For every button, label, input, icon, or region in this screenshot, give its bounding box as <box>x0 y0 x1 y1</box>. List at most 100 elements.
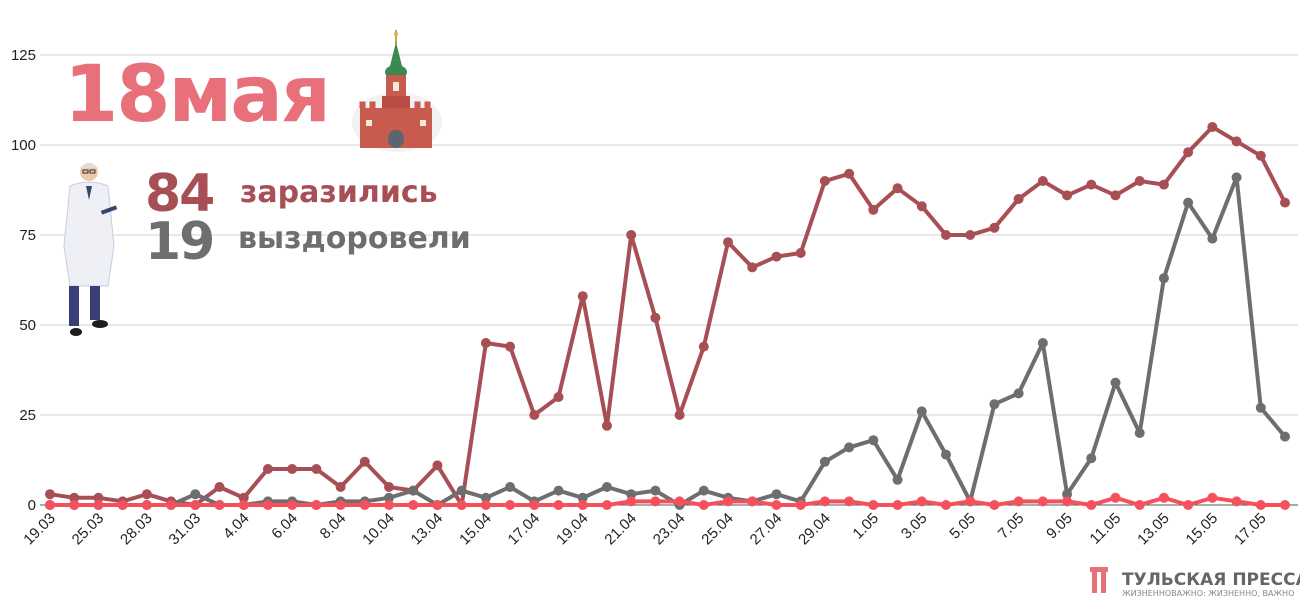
y-tick-label: 50 <box>19 317 36 334</box>
y-tick-label: 100 <box>11 137 36 154</box>
x-axis-ticks: 19.03 25.03 28.03 31.03 4.04 6.04 8.04 10.04 13.… <box>20 510 1269 549</box>
x-tick-label: 17.05 <box>1231 510 1270 549</box>
data-point-deaths <box>214 500 225 510</box>
data-point-infected <box>1086 179 1097 190</box>
data-point-infected <box>892 183 903 194</box>
data-point-infected <box>529 410 540 420</box>
data-point-deaths <box>868 500 879 510</box>
data-point-infected <box>795 248 806 258</box>
x-tick-label: 13.05 <box>1134 510 1173 549</box>
data-point-infected <box>1207 122 1218 132</box>
data-point-deaths <box>965 496 976 507</box>
doctor-icon <box>63 163 118 336</box>
infected-count: 84 <box>145 164 215 224</box>
data-point-infected <box>335 482 346 492</box>
data-point-infected <box>868 204 879 215</box>
kremlin-tower-icon <box>352 30 442 152</box>
data-point-deaths <box>698 500 709 510</box>
x-tick-label: 5.05 <box>946 510 979 543</box>
data-point-deaths <box>335 500 346 510</box>
x-tick-label: 25.03 <box>69 510 108 549</box>
brand-logo: ТУЛЬСКАЯ ПРЕССА ЖИЗНЕННОВАЖНО: ЖИЗНЕННО,… <box>1090 567 1300 598</box>
data-point-infected <box>1231 136 1242 147</box>
data-point-recovered <box>1280 431 1290 442</box>
data-point-recovered <box>868 435 879 446</box>
data-point-infected <box>723 237 734 248</box>
data-point-recovered <box>892 474 903 485</box>
data-point-deaths <box>723 496 734 507</box>
data-point-deaths <box>650 496 661 507</box>
recovered-label: выздоровели <box>238 221 471 256</box>
data-point-recovered <box>1110 377 1121 388</box>
data-point-infected <box>45 489 55 500</box>
data-point-recovered <box>819 456 830 467</box>
data-point-deaths <box>1158 492 1169 503</box>
data-point-infected <box>432 460 443 471</box>
data-point-recovered <box>1183 197 1194 208</box>
data-point-recovered <box>190 489 201 500</box>
data-point-deaths <box>384 500 395 510</box>
y-axis-ticks: 0 25 50 75 100 125 <box>11 47 36 514</box>
x-tick-label: 19.03 <box>20 510 59 549</box>
data-point-infected <box>480 338 491 348</box>
data-point-infected <box>238 492 249 503</box>
x-tick-label: 4.04 <box>220 510 253 543</box>
data-point-deaths <box>408 500 419 510</box>
data-point-deaths <box>117 500 128 510</box>
data-point-recovered <box>553 485 564 496</box>
data-point-infected <box>1280 197 1290 208</box>
data-point-recovered <box>1158 273 1169 284</box>
data-point-deaths <box>1086 500 1097 510</box>
data-point-deaths <box>505 500 516 510</box>
data-point-deaths <box>1255 500 1266 510</box>
data-point-infected <box>262 464 273 474</box>
x-tick-label: 25.04 <box>698 510 737 549</box>
data-point-recovered <box>650 485 661 496</box>
data-point-infected <box>553 392 564 402</box>
data-point-deaths <box>771 500 782 510</box>
data-point-deaths <box>674 496 685 507</box>
headline-date: 18мая <box>64 50 331 140</box>
data-point-recovered <box>601 482 612 492</box>
data-point-deaths <box>311 500 322 510</box>
data-point-recovered <box>408 485 419 496</box>
data-point-recovered <box>384 492 395 503</box>
x-tick-label: 6.04 <box>268 510 301 543</box>
series-line-deaths <box>48 495 1287 507</box>
x-tick-label: 1.05 <box>849 510 882 543</box>
data-point-infected <box>287 464 298 474</box>
data-point-recovered <box>771 489 782 500</box>
data-point-infected <box>989 222 1000 233</box>
x-tick-label: 29.04 <box>795 510 834 549</box>
data-point-deaths <box>601 500 612 510</box>
data-point-infected <box>626 230 637 240</box>
data-point-recovered <box>456 485 467 496</box>
data-point-infected <box>69 492 80 503</box>
x-tick-label: 19.04 <box>553 510 592 549</box>
data-point-recovered <box>1013 388 1024 399</box>
data-point-deaths <box>795 500 806 510</box>
x-tick-label: 15.05 <box>1183 510 1222 549</box>
y-tick-label: 125 <box>11 47 36 64</box>
data-point-deaths <box>1062 496 1073 507</box>
data-point-infected <box>698 341 709 352</box>
data-point-infected <box>1183 147 1194 158</box>
data-point-deaths <box>359 500 370 510</box>
data-point-deaths <box>1231 496 1242 507</box>
data-point-recovered <box>626 489 637 500</box>
data-point-infected <box>1062 190 1073 201</box>
x-tick-label: 7.05 <box>995 510 1028 543</box>
data-point-recovered <box>1134 428 1145 438</box>
data-point-deaths <box>577 500 588 510</box>
data-point-infected <box>1255 150 1266 161</box>
data-point-deaths <box>747 496 758 507</box>
data-point-recovered <box>577 492 588 503</box>
x-tick-label: 10.04 <box>359 510 398 549</box>
data-point-deaths <box>844 496 855 507</box>
data-point-recovered <box>698 485 709 496</box>
data-point-deaths <box>989 500 1000 510</box>
series-line-recovered <box>48 175 1287 507</box>
data-point-deaths <box>1134 500 1145 510</box>
x-tick-label: 9.05 <box>1043 510 1076 543</box>
data-point-infected <box>311 464 322 474</box>
